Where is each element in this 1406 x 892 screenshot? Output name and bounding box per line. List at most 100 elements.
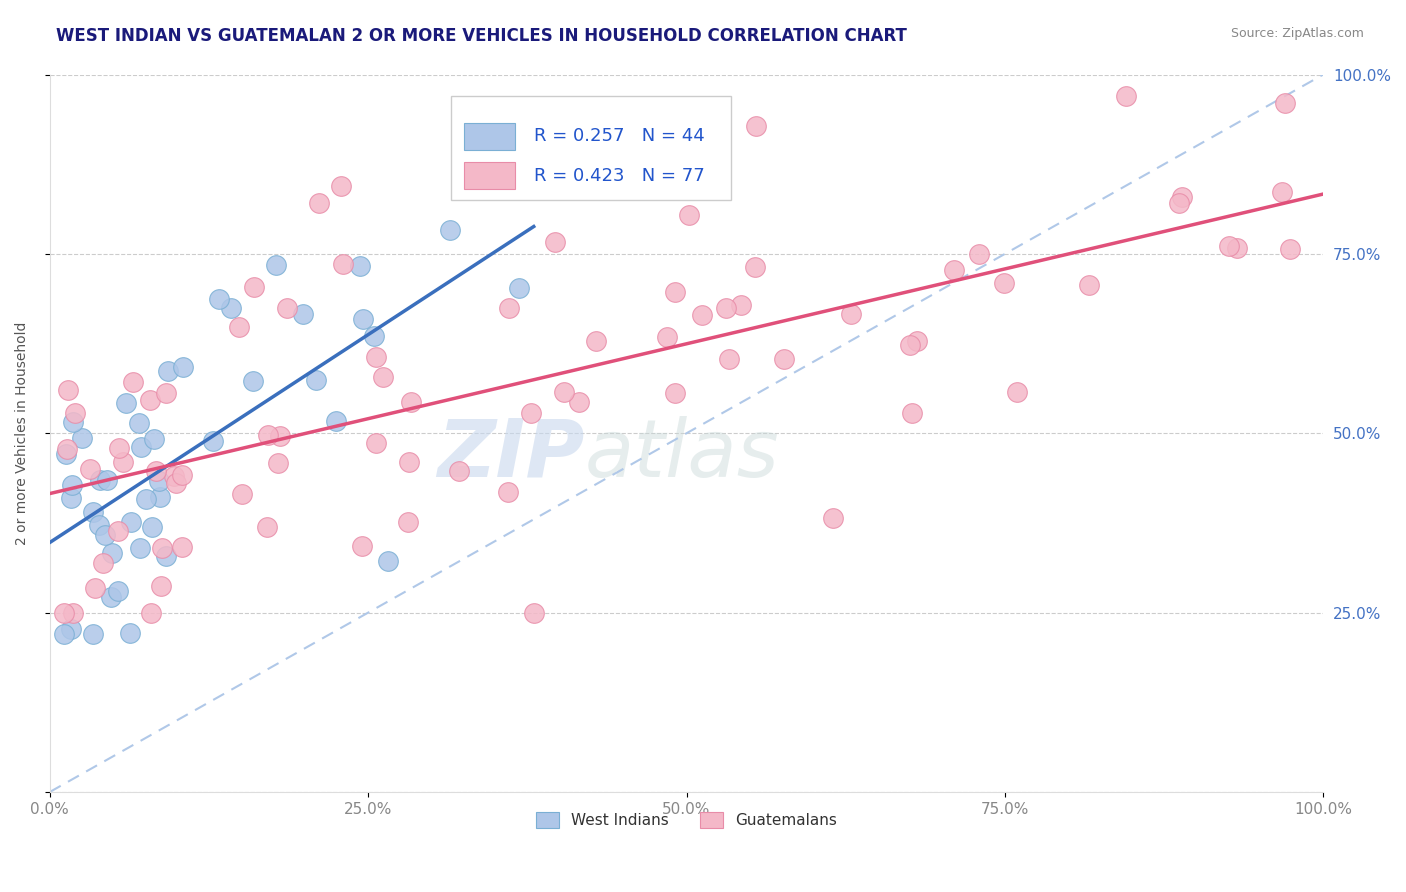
Point bbox=[745, 120, 768, 134]
Point bbox=[143, 432, 166, 446]
Point bbox=[107, 584, 129, 599]
Point bbox=[396, 515, 419, 529]
Point bbox=[655, 330, 678, 344]
Point bbox=[1077, 278, 1099, 293]
Point bbox=[905, 334, 928, 348]
Point bbox=[520, 406, 543, 420]
Point bbox=[1226, 241, 1249, 255]
Point bbox=[257, 427, 280, 442]
Point bbox=[1168, 195, 1191, 210]
Point bbox=[839, 308, 862, 322]
Point bbox=[364, 435, 387, 450]
Point bbox=[82, 505, 104, 519]
Point bbox=[173, 360, 195, 375]
Point bbox=[364, 350, 387, 364]
Point bbox=[141, 520, 163, 534]
Point bbox=[264, 258, 287, 272]
Bar bbox=[464, 122, 515, 150]
Point bbox=[139, 392, 162, 407]
Point bbox=[352, 539, 374, 553]
Point bbox=[141, 606, 163, 620]
Point bbox=[62, 606, 84, 620]
Point bbox=[690, 309, 713, 323]
Point bbox=[89, 474, 111, 488]
Point bbox=[276, 301, 298, 315]
Point bbox=[498, 485, 520, 500]
Point bbox=[63, 406, 86, 420]
Point bbox=[150, 579, 173, 593]
Point bbox=[568, 394, 591, 409]
Point bbox=[59, 491, 82, 505]
Point bbox=[292, 307, 315, 321]
Point bbox=[112, 455, 135, 469]
Point bbox=[305, 373, 328, 387]
Point bbox=[256, 519, 278, 533]
Point bbox=[678, 208, 700, 222]
Point bbox=[94, 528, 117, 542]
Point bbox=[243, 280, 266, 294]
Point bbox=[56, 442, 79, 457]
Point bbox=[399, 395, 422, 409]
Text: Source: ZipAtlas.com: Source: ZipAtlas.com bbox=[1230, 27, 1364, 40]
Point bbox=[163, 469, 186, 483]
Point bbox=[96, 473, 118, 487]
Point bbox=[107, 524, 129, 538]
Point bbox=[101, 546, 124, 560]
Point bbox=[439, 223, 461, 237]
Point bbox=[377, 554, 399, 568]
Point bbox=[55, 447, 77, 461]
Point bbox=[716, 301, 738, 315]
Point bbox=[363, 329, 385, 343]
Point bbox=[664, 285, 686, 299]
Point bbox=[1115, 89, 1137, 103]
Point bbox=[208, 292, 231, 306]
Point bbox=[449, 464, 471, 478]
Point bbox=[145, 464, 167, 478]
Point bbox=[118, 626, 141, 640]
Bar bbox=[464, 162, 515, 189]
Point bbox=[730, 298, 752, 312]
Point bbox=[128, 417, 150, 431]
Point bbox=[58, 383, 80, 397]
Legend: West Indians, Guatemalans: West Indians, Guatemalans bbox=[530, 806, 842, 835]
Text: WEST INDIAN VS GUATEMALAN 2 OR MORE VEHICLES IN HOUSEHOLD CORRELATION CHART: WEST INDIAN VS GUATEMALAN 2 OR MORE VEHI… bbox=[56, 27, 907, 45]
Point bbox=[60, 477, 83, 491]
Point bbox=[172, 467, 194, 482]
Point bbox=[128, 541, 150, 556]
Point bbox=[942, 263, 965, 277]
Y-axis label: 2 or more Vehicles in Household: 2 or more Vehicles in Household bbox=[15, 321, 30, 545]
Point bbox=[79, 461, 101, 475]
Point bbox=[1278, 242, 1301, 256]
Point bbox=[508, 281, 530, 295]
Point bbox=[219, 301, 242, 315]
Point bbox=[150, 541, 173, 555]
Text: ZIP: ZIP bbox=[437, 416, 585, 494]
Point bbox=[115, 396, 138, 410]
Point bbox=[242, 374, 264, 388]
Point bbox=[898, 338, 921, 352]
Point bbox=[157, 364, 180, 378]
Point bbox=[1274, 96, 1296, 111]
Point bbox=[70, 431, 93, 445]
Point bbox=[108, 441, 131, 455]
Point bbox=[1218, 239, 1240, 253]
Point bbox=[172, 540, 194, 554]
Point bbox=[149, 491, 172, 505]
Point bbox=[231, 487, 253, 501]
Point bbox=[59, 622, 82, 636]
Point bbox=[202, 434, 225, 448]
Point bbox=[717, 352, 740, 367]
Point bbox=[498, 301, 520, 316]
Point bbox=[62, 415, 84, 429]
Text: R = 0.257   N = 44: R = 0.257 N = 44 bbox=[534, 128, 704, 145]
Point bbox=[821, 510, 844, 524]
Point bbox=[1005, 384, 1028, 399]
Point bbox=[267, 456, 290, 470]
Point bbox=[155, 549, 177, 563]
Point bbox=[84, 581, 107, 595]
Point bbox=[129, 441, 152, 455]
Point bbox=[135, 491, 157, 506]
Point bbox=[120, 515, 142, 529]
Point bbox=[82, 627, 104, 641]
Point bbox=[967, 247, 990, 261]
